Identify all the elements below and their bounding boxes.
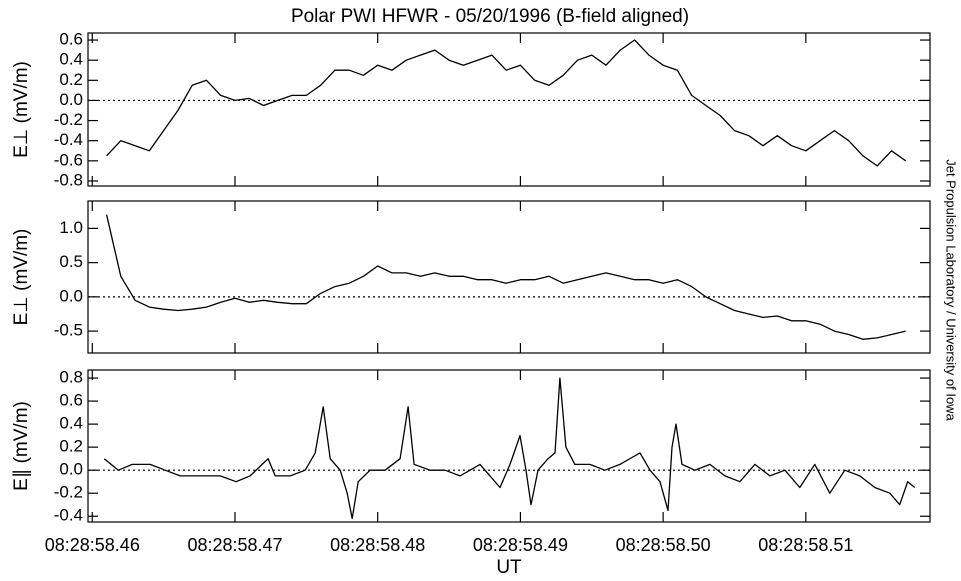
y-tick-label: 0.2	[59, 70, 83, 89]
x-tick-label: 08:28:58.49	[473, 535, 568, 555]
y-tick-label: 0.4	[59, 50, 83, 69]
data-line	[106, 39, 907, 167]
y-tick-label: -0.8	[54, 170, 83, 189]
x-axis-label: UT	[496, 557, 522, 578]
x-tick-label: 08:28:58.48	[330, 535, 425, 555]
y-tick-label: 0.2	[59, 437, 83, 456]
y-axis-label: E⊥ (mV/m)	[11, 229, 32, 326]
y-tick-label: -0.4	[54, 506, 83, 525]
y-tick-label: 0.0	[59, 286, 83, 305]
y-axis-label: E∥ (mV/m)	[11, 401, 32, 491]
x-tick-label: 08:28:58.47	[187, 535, 282, 555]
y-tick-label: 1.0	[59, 218, 83, 237]
y-tick-label: -0.4	[54, 130, 83, 149]
y-tick-label: -0.6	[54, 150, 83, 169]
y-tick-label: 0.5	[59, 252, 83, 271]
x-tick-label: 08:28:58.50	[616, 535, 711, 555]
x-tick-label: 08:28:58.51	[758, 535, 853, 555]
y-tick-label: 0.6	[59, 30, 83, 49]
plot-frame	[87, 369, 931, 523]
data-line	[105, 214, 906, 340]
data-line	[103, 377, 916, 520]
y-tick-label: 0.0	[59, 460, 83, 479]
y-tick-label: 0.8	[59, 368, 83, 387]
chart-title: Polar PWI HFWR - 05/20/1996 (B-field ali…	[291, 6, 689, 27]
plot-frame	[87, 200, 931, 354]
y-tick-label: -0.2	[54, 483, 83, 502]
y-axis-label: E⊥ (mV/m)	[11, 61, 32, 158]
y-tick-label: -0.2	[54, 110, 83, 129]
y-tick-label: 0.4	[59, 414, 83, 433]
y-tick-label: -0.5	[54, 321, 83, 340]
y-tick-label: 0.0	[59, 90, 83, 109]
plot-frame	[87, 32, 931, 187]
y-tick-label: 0.6	[59, 391, 83, 410]
credit: Jet Propulsion Laboratory / University o…	[944, 159, 959, 421]
x-tick-label: 08:28:58.46	[45, 535, 140, 555]
